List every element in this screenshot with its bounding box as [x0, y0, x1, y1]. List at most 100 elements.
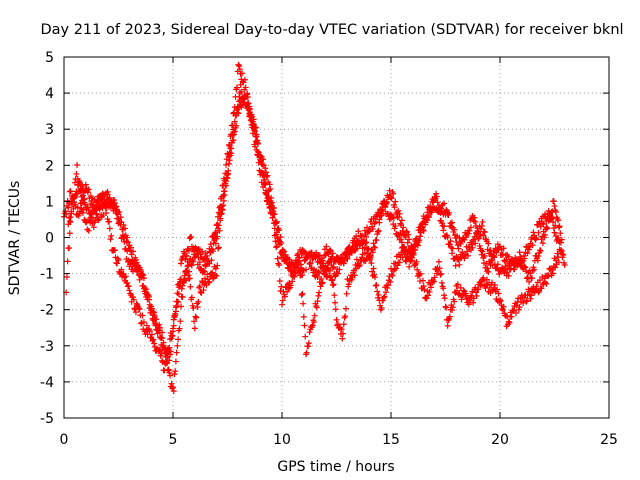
data-point	[229, 132, 236, 139]
data-point	[419, 226, 426, 233]
data-point	[442, 303, 449, 310]
x-tick-label: 10	[273, 432, 291, 448]
data-point	[363, 233, 370, 240]
data-point	[522, 264, 529, 271]
data-point	[276, 227, 283, 234]
data-point	[106, 218, 113, 225]
data-point	[367, 218, 374, 225]
data-point	[299, 272, 306, 279]
data-point	[126, 287, 133, 294]
data-point	[551, 203, 558, 210]
data-point	[212, 265, 219, 272]
data-point	[370, 240, 377, 247]
y-tick-label: -5	[40, 411, 54, 427]
data-point	[374, 288, 381, 295]
data-point	[401, 248, 408, 255]
data-point	[401, 243, 408, 250]
data-point	[111, 199, 118, 206]
data-point	[173, 349, 180, 356]
data-point	[82, 201, 89, 208]
data-point	[143, 286, 150, 293]
data-point	[306, 260, 313, 267]
data-point	[220, 202, 227, 209]
data-point	[156, 324, 163, 331]
data-point	[277, 233, 284, 240]
data-point	[65, 204, 72, 211]
data-point	[392, 223, 399, 230]
data-point	[535, 229, 542, 236]
data-point	[357, 232, 364, 239]
data-point	[371, 244, 378, 251]
data-point	[475, 235, 482, 242]
data-point	[200, 287, 207, 294]
data-point	[314, 298, 321, 305]
data-point	[214, 233, 221, 240]
data-point	[491, 254, 498, 261]
data-point	[250, 120, 257, 127]
data-point	[344, 255, 351, 262]
data-point	[529, 242, 536, 249]
data-point	[114, 255, 121, 262]
data-point	[235, 61, 242, 68]
data-point	[65, 221, 72, 228]
data-point	[284, 288, 291, 295]
data-point	[550, 270, 557, 277]
data-point	[108, 232, 115, 239]
data-point	[520, 252, 527, 259]
data-point	[520, 299, 527, 306]
data-point	[508, 313, 515, 320]
data-point	[263, 169, 270, 176]
data-point	[372, 218, 379, 225]
data-point	[262, 165, 269, 172]
data-point	[454, 242, 461, 249]
data-point	[556, 239, 563, 246]
data-point	[549, 214, 556, 221]
data-point	[239, 70, 246, 77]
data-point	[119, 232, 126, 239]
data-point	[516, 304, 523, 311]
data-point	[396, 210, 403, 217]
data-point	[375, 291, 382, 298]
data-point	[207, 241, 214, 248]
data-point	[79, 185, 86, 192]
data-point	[104, 191, 111, 198]
data-point	[369, 225, 376, 232]
data-point	[136, 306, 143, 313]
data-point	[151, 309, 158, 316]
data-point	[531, 266, 538, 273]
data-point	[130, 268, 137, 275]
data-point	[366, 227, 373, 234]
data-point	[313, 249, 320, 256]
data-point	[350, 246, 357, 253]
data-point	[495, 290, 502, 297]
data-point	[475, 228, 482, 235]
data-point	[194, 304, 201, 311]
data-point	[205, 279, 212, 286]
data-point	[418, 223, 425, 230]
data-point	[411, 262, 418, 269]
data-point	[507, 265, 514, 272]
data-point	[300, 300, 307, 307]
data-point	[332, 306, 339, 313]
data-point	[512, 310, 519, 317]
data-point	[526, 278, 533, 285]
data-point	[468, 241, 475, 248]
data-point	[448, 223, 455, 230]
data-point	[416, 271, 423, 278]
data-point	[329, 276, 336, 283]
data-point	[443, 206, 450, 213]
data-point	[543, 224, 550, 231]
data-point	[235, 104, 242, 111]
data-point	[114, 207, 121, 214]
data-point	[305, 252, 312, 259]
data-point	[215, 222, 222, 229]
data-point	[331, 292, 338, 299]
data-point	[175, 290, 182, 297]
data-point	[398, 217, 405, 224]
data-point	[407, 258, 414, 265]
data-point	[66, 245, 73, 252]
data-point	[332, 299, 339, 306]
data-point	[301, 257, 308, 264]
data-point	[323, 243, 330, 250]
data-point	[166, 344, 173, 351]
